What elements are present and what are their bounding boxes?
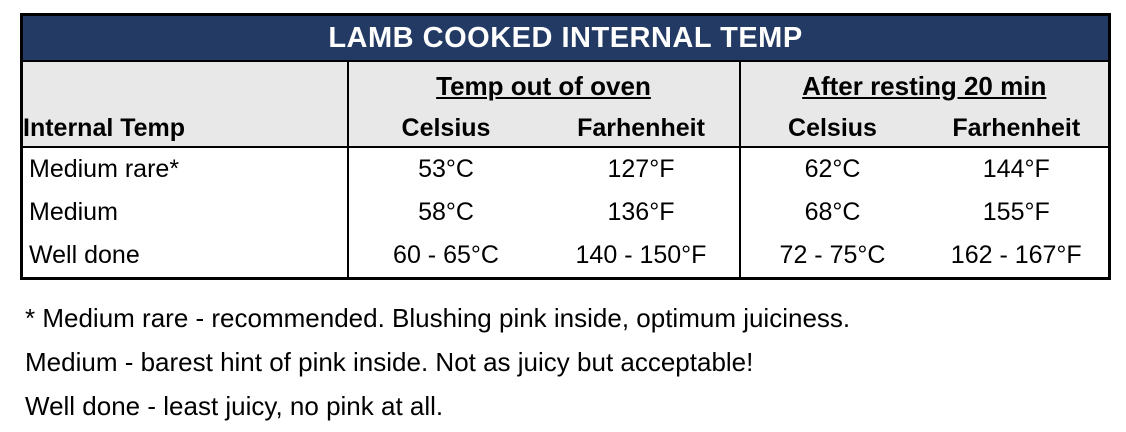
table-row-medium-rare: Medium rare* 53°C 127°F 62°C 144°F	[21, 147, 1110, 191]
temp-cell: 62°C	[739, 147, 925, 191]
table-title-row: LAMB COOKED INTERNAL TEMP	[21, 14, 1110, 62]
table-title: LAMB COOKED INTERNAL TEMP	[21, 14, 1110, 62]
subheader-row: Internal Temp Celsius Farhenheit Celsius…	[21, 110, 1110, 148]
col-header-celsius-oven: Celsius	[347, 110, 544, 148]
group-header-oven-cell: Temp out of oven	[347, 61, 741, 110]
footnote-medium-rare: * Medium rare - recommended. Blushing pi…	[25, 303, 851, 333]
group-header-spacer	[21, 61, 349, 110]
col-header-fahrenheit-rested: Farhenheit	[924, 110, 1110, 148]
temp-cell: 162 - 167°F	[924, 234, 1110, 279]
temp-cell: 58°C	[347, 191, 544, 234]
temp-cell: 72 - 75°C	[739, 234, 925, 279]
footnotes: * Medium rare - recommended. Blushing pi…	[25, 296, 1105, 428]
temp-cell: 53°C	[347, 147, 544, 191]
footnote-medium: Medium - barest hint of pink inside. Not…	[25, 347, 754, 377]
temp-cell: 144°F	[924, 147, 1110, 191]
temp-cell: 155°F	[924, 191, 1110, 234]
lamb-temp-table: LAMB COOKED INTERNAL TEMP Temp out of ov…	[20, 13, 1112, 280]
table-row-well-done: Well done 60 - 65°C 140 - 150°F 72 - 75°…	[21, 234, 1110, 279]
group-header-row: Temp out of oven After resting 20 min	[21, 61, 1110, 110]
row-label: Medium	[21, 191, 349, 234]
temp-cell: 140 - 150°F	[543, 234, 741, 279]
temp-cell: 127°F	[543, 147, 741, 191]
footnote-well-done: Well done - least juicy, no pink at all.	[25, 391, 444, 421]
table-row-medium: Medium 58°C 136°F 68°C 155°F	[21, 191, 1110, 234]
col-header-celsius-rested: Celsius	[739, 110, 925, 148]
temp-cell: 68°C	[739, 191, 925, 234]
group-header-oven: Temp out of oven	[436, 70, 651, 101]
col-header-internal-temp: Internal Temp	[21, 110, 349, 148]
group-header-resting: After resting 20 min	[802, 70, 1047, 101]
row-label: Well done	[21, 234, 349, 279]
temp-cell: 136°F	[543, 191, 741, 234]
col-header-fahrenheit-oven: Farhenheit	[543, 110, 741, 148]
temp-cell: 60 - 65°C	[347, 234, 544, 279]
row-label: Medium rare*	[21, 147, 349, 191]
group-header-resting-cell: After resting 20 min	[739, 61, 1110, 110]
